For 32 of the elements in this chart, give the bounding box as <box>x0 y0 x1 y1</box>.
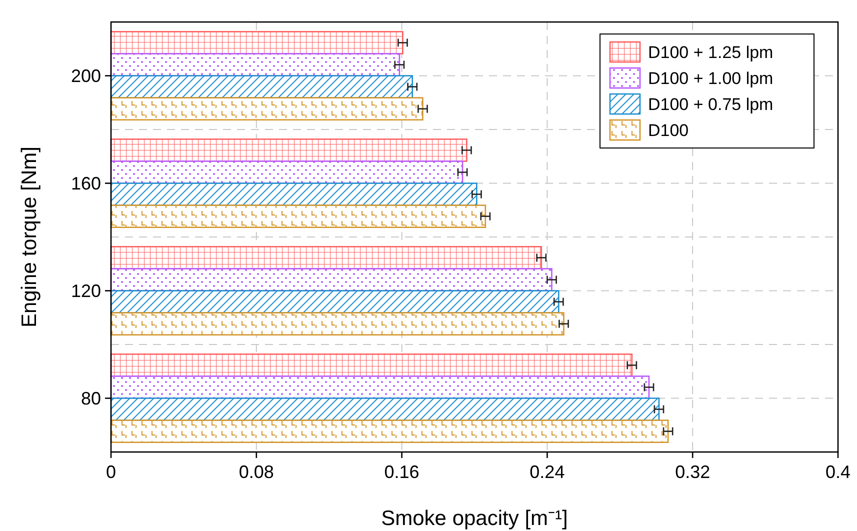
x-tick-label: 0.4 <box>825 462 851 482</box>
bar <box>110 182 478 206</box>
legend-label: D100 + 1.25 lpm <box>648 43 774 62</box>
bar <box>110 31 404 54</box>
bar <box>110 398 660 421</box>
x-axis-title: Smoke opacity [m⁻¹] <box>381 507 568 530</box>
bar <box>110 354 633 377</box>
bar <box>110 420 669 443</box>
x-tick-label: 0.16 <box>384 462 420 482</box>
x-tick-label: 0.08 <box>238 462 274 482</box>
bar <box>110 75 413 98</box>
bar <box>110 246 542 270</box>
x-tick-label: 0.32 <box>675 462 710 482</box>
y-tick-label: 160 <box>70 173 101 194</box>
y-tick-label: 80 <box>80 388 101 408</box>
bar <box>110 268 552 292</box>
bar <box>110 312 564 336</box>
y-tick-label: 120 <box>70 280 101 301</box>
y-tick-label: 200 <box>70 66 101 86</box>
bar <box>110 138 468 162</box>
bar <box>110 53 400 76</box>
bar <box>110 376 650 399</box>
y-axis-title: Engine torque [Nm] <box>18 146 41 328</box>
x-tick-label: 0 <box>106 462 116 482</box>
bar <box>110 204 486 228</box>
bar <box>110 97 424 120</box>
bar <box>110 160 464 184</box>
x-tick-label: 0.24 <box>530 462 565 482</box>
legend-label: D100 <box>648 121 689 140</box>
legend-label: D100 + 0.75 lpm <box>648 95 774 114</box>
bar <box>110 290 560 314</box>
legend-label: D100 + 1.00 lpm <box>648 69 774 88</box>
